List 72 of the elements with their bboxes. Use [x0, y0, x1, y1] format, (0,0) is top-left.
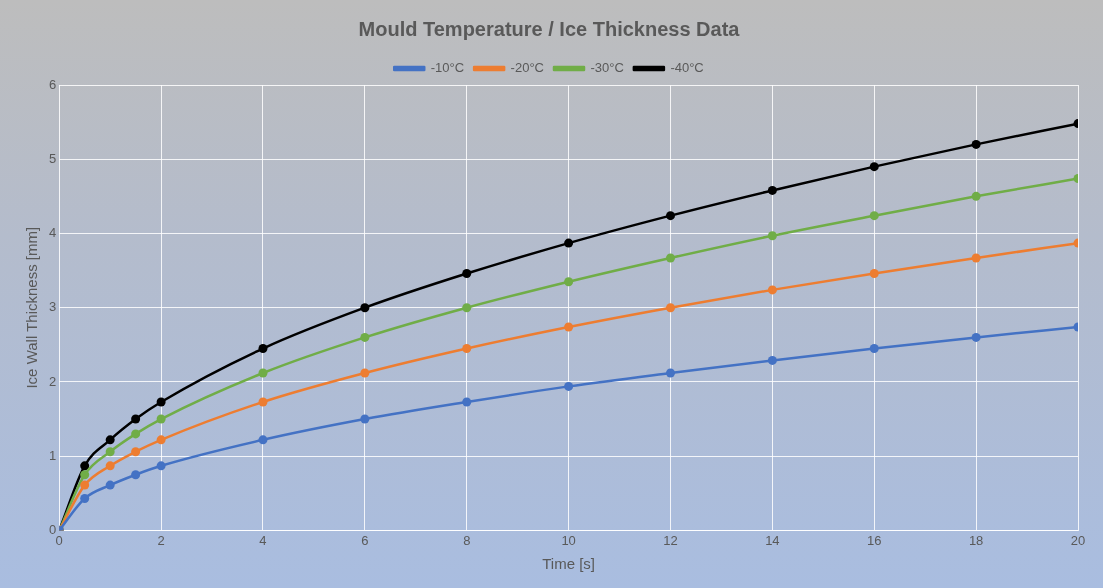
y-tick-label: 1: [49, 447, 57, 463]
point: [80, 480, 90, 490]
point: [971, 139, 981, 149]
y-tick-label: 6: [49, 76, 57, 92]
x-tick-label: 6: [361, 532, 369, 548]
point: [258, 397, 268, 407]
point: [971, 253, 981, 263]
point: [156, 414, 166, 424]
point: [105, 480, 115, 490]
point: [80, 470, 90, 480]
chart-title: Mould Temperature / Ice Thickness Data: [358, 17, 741, 40]
point: [462, 344, 472, 354]
point: [258, 344, 268, 354]
point: [360, 414, 370, 424]
point: [767, 355, 777, 365]
point: [80, 461, 90, 471]
legend-label: -20°C: [510, 60, 545, 76]
y-tick-label: 5: [49, 150, 57, 166]
point: [665, 303, 675, 313]
point: [131, 470, 141, 480]
point: [131, 414, 141, 424]
y-tick-label: 3: [49, 299, 57, 315]
point: [360, 303, 370, 313]
x-tick-label: 16: [867, 532, 882, 548]
point: [869, 344, 879, 354]
x-tick-label: 10: [561, 532, 576, 548]
point: [971, 191, 981, 201]
y-tick-label: 4: [49, 225, 57, 241]
point: [767, 185, 777, 195]
point: [80, 493, 90, 503]
x-tick-label: 18: [968, 532, 984, 548]
point: [131, 429, 141, 439]
point: [564, 277, 574, 287]
point: [564, 238, 574, 248]
point: [258, 368, 268, 378]
x-tick-label: 20: [1070, 532, 1086, 548]
x-tick-label: 12: [663, 532, 678, 548]
point: [767, 231, 777, 241]
y-tick-label: 2: [49, 373, 57, 389]
x-tick-label: 2: [157, 532, 165, 548]
point: [156, 397, 166, 407]
point: [869, 162, 879, 172]
point: [462, 397, 472, 407]
point: [105, 461, 115, 471]
point: [156, 461, 166, 471]
point: [869, 269, 879, 279]
point: [131, 447, 141, 457]
point: [665, 253, 675, 263]
legend-label: -10°C: [430, 60, 465, 76]
point: [360, 332, 370, 342]
x-axis-title: Time [s]: [542, 555, 596, 573]
point: [665, 368, 675, 378]
point: [258, 435, 268, 445]
y-axis-title: Ice Wall Thickness [mm]: [23, 226, 41, 389]
point: [665, 211, 675, 221]
point: [767, 285, 777, 295]
point: [564, 322, 574, 332]
x-tick-label: 14: [765, 532, 780, 548]
legend-label: -40°C: [670, 60, 704, 76]
point: [869, 211, 879, 221]
point: [564, 381, 574, 391]
y-tick-label: 0: [49, 521, 57, 537]
point: [360, 368, 370, 378]
point: [105, 447, 115, 457]
point: [156, 435, 166, 445]
x-tick-label: 4: [259, 532, 267, 548]
point: [462, 303, 472, 313]
point: [971, 332, 981, 342]
x-tick-label: 8: [463, 532, 471, 548]
legend-label: -30°C: [590, 60, 624, 76]
point: [105, 435, 115, 445]
point: [462, 269, 472, 279]
